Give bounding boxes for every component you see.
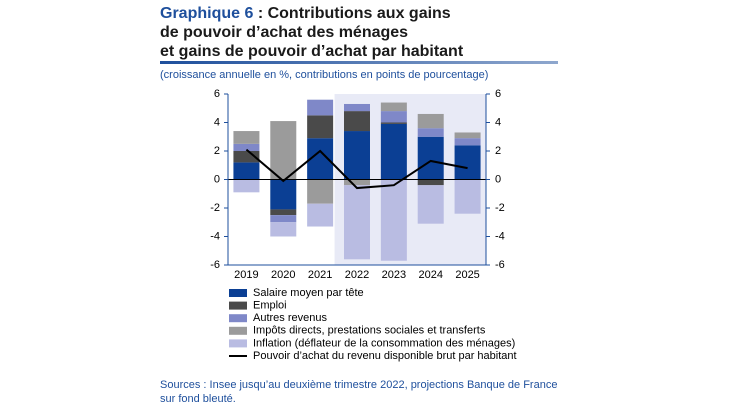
y-tick-label: -4 [210,230,220,242]
title-label: Graphique 6 [160,5,254,22]
title-rule [160,61,558,64]
x-tick-label: 2020 [271,269,295,281]
bar-segment [344,131,370,180]
bar-segment [233,131,260,144]
bar-segment [307,115,334,139]
legend-swatch [229,314,247,323]
bar-segment [344,111,370,132]
source: Sources : Insee jusqu’au deuxième trimes… [160,379,557,391]
bar-segment [270,121,297,180]
bar-segment [454,145,481,180]
source: sur fond bleuté. [160,393,236,405]
bar-segment [454,132,481,139]
legend-label: Autres revenus [253,312,327,324]
y2-tick-label: 0 [495,173,501,185]
y-tick-label: 2 [214,145,220,157]
chart-title: Graphique 6 : Contributions aux gains de… [160,4,463,61]
bar-segment [307,179,334,204]
x-tick-label: 2024 [418,269,442,281]
legend-label: Inflation (déflateur de la consommation … [253,337,515,349]
y-tick-label: 0 [214,173,220,185]
y2-tick-label: -6 [495,259,505,271]
bar-segment [417,136,444,180]
legend-swatch [229,289,247,297]
bar-segment [270,215,297,223]
bar-segment [344,185,370,260]
bar-segment [417,113,444,129]
bar-segment [380,122,407,124]
title-text: : Contributions aux gains [257,5,451,22]
bar-segment [307,99,334,116]
bar-segment [233,151,260,163]
x-tick-label: 2019 [234,269,258,281]
bar-segment [380,102,407,112]
y2-tick-label: -2 [495,202,505,214]
bar-segment [380,111,407,123]
y-tick-label: -6 [210,259,220,271]
bar-segment [344,103,370,112]
title-line: de pouvoir d’achat des ménages [160,24,409,41]
x-tick-label: 2021 [308,269,332,281]
bar-segment [417,128,444,137]
legend-label: Impôts directs, prestations sociales et … [253,325,486,337]
legend-swatch [229,301,247,310]
bar-segment [417,179,444,186]
y2-tick-label: 6 [495,88,501,100]
bar-segment [270,209,297,216]
legend-label: Salaire moyen par tête [253,287,364,299]
bar-segment [380,123,407,180]
bar-segment [454,179,481,214]
x-tick-label: 2025 [455,269,479,281]
y-tick-label: 4 [214,116,220,128]
y2-tick-label: 4 [495,116,501,128]
bar-segment [270,179,297,210]
bar-segment [233,143,260,151]
legend-label: Pouvoir d’achat du revenu disponible bru… [253,350,517,362]
y2-tick-label: 2 [495,145,501,157]
y-tick-label: 6 [214,88,220,100]
bar-segment [270,222,297,237]
line [245,148,468,190]
legend-label: Emploi [253,300,287,312]
subtitle: (croissance annuelle en %, contributions… [160,69,488,81]
bar-segment [454,138,481,146]
title-line: Graphique 6 : Contributions aux gains [160,4,463,23]
bar-segment [307,203,334,227]
bar-segment [417,185,444,224]
bar-segment [233,179,260,193]
y-tick-label: -2 [210,202,220,214]
bar-segment [233,162,260,180]
bar-segment [344,179,370,186]
x-tick-label: 2023 [382,269,406,281]
x-tick-label: 2022 [345,269,369,281]
title-line: et gains de pouvoir d’achat par habitant [160,43,464,60]
legend-swatch [229,326,247,335]
legend-swatch [229,339,247,348]
bar-segment [380,179,407,261]
y2-tick-label: -4 [495,230,505,242]
